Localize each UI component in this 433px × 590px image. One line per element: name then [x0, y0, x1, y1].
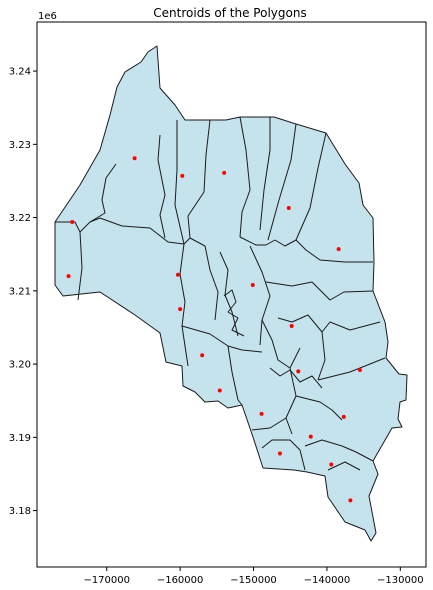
- x-tick-label: −170000: [83, 575, 130, 586]
- centroid-point-6: [336, 247, 341, 252]
- y-tick-label: 3.20: [9, 360, 31, 371]
- centroid-markers: [66, 156, 362, 503]
- y-axis-ticks: 3.18 3.19 3.20 3.21 3.22 3.23 3.24: [9, 67, 37, 517]
- x-tick-label: −130000: [377, 575, 424, 586]
- y-tick-label: 3.18: [9, 506, 31, 517]
- centroid-point-9: [250, 282, 255, 287]
- polygons-outline: [54, 45, 408, 542]
- axes-frame: [36, 21, 427, 568]
- centroid-point-3: [222, 170, 227, 175]
- centroid-point-17: [341, 414, 346, 419]
- x-axis-ticks: −170000 −160000 −150000 −140000 −130000: [83, 567, 424, 586]
- centroid-point-4: [70, 219, 75, 224]
- centroid-point-19: [277, 451, 282, 456]
- polygons-layer: [54, 45, 408, 542]
- plot-area-border: [36, 21, 427, 568]
- y-tick-label: 3.19: [9, 433, 31, 444]
- centroid-point-1: [132, 156, 137, 161]
- chart-title: Centroids of the Polygons: [153, 6, 306, 20]
- centroid-point-2: [180, 173, 185, 178]
- centroid-point-12: [200, 353, 205, 358]
- centroid-point-20: [329, 462, 334, 467]
- centroid-point-10: [178, 307, 183, 312]
- centroid-point-15: [217, 388, 222, 393]
- y-tick-label: 3.23: [9, 140, 31, 151]
- y-tick-label: 3.21: [9, 286, 31, 297]
- centroid-point-13: [357, 367, 362, 372]
- centroid-point-16: [259, 411, 264, 416]
- x-tick-label: −140000: [304, 575, 351, 586]
- centroid-point-18: [308, 434, 313, 439]
- y-tick-label: 3.24: [9, 67, 31, 78]
- centroid-point-14: [296, 369, 301, 374]
- y-tick-label: 3.22: [9, 213, 31, 224]
- y-offset-label: 1e6: [38, 11, 57, 22]
- centroid-point-5: [286, 206, 291, 211]
- centroid-point-21: [348, 498, 353, 503]
- centroid-point-7: [66, 274, 71, 279]
- x-tick-label: −150000: [230, 575, 277, 586]
- centroid-point-8: [175, 272, 180, 277]
- internal-boundaries: [55, 116, 386, 471]
- x-tick-label: −160000: [157, 575, 204, 586]
- centroid-point-11: [289, 323, 294, 328]
